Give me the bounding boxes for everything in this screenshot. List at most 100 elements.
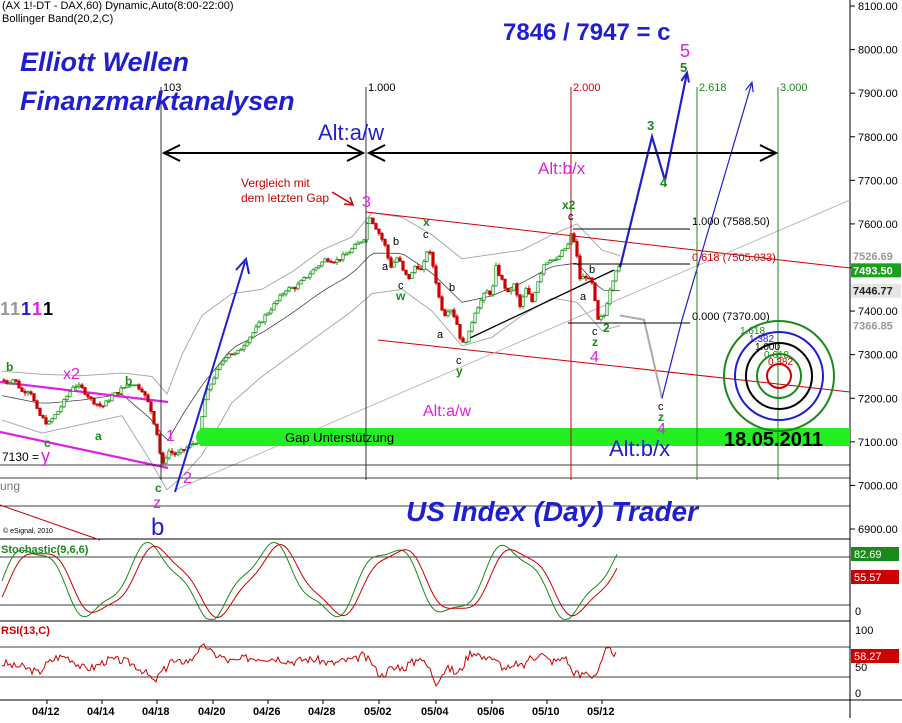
candle-body xyxy=(428,251,432,254)
candle-body xyxy=(164,457,168,464)
candle-body xyxy=(410,272,414,280)
candle-body xyxy=(230,353,234,356)
x-tick-label: 05/06 xyxy=(477,706,505,718)
candle-body xyxy=(614,270,618,282)
candle-body xyxy=(77,384,81,387)
channel-right-lower xyxy=(377,339,851,393)
price-tick-label: 7800.00 xyxy=(858,132,898,144)
candle-body xyxy=(83,387,87,395)
rsi-label: RSI(13,C) xyxy=(1,625,50,637)
candle-body xyxy=(149,401,153,412)
candle-body xyxy=(224,357,228,362)
candle-body xyxy=(602,315,606,317)
wave-label-c-right: c xyxy=(568,211,574,223)
wave-label-a-left: a xyxy=(95,429,102,443)
candle-body xyxy=(407,273,411,280)
candle-body xyxy=(56,411,60,415)
candle-body xyxy=(491,285,495,295)
candle-body xyxy=(257,321,261,328)
stochastic-d-line xyxy=(1,543,618,619)
x-tick-label: 04/28 xyxy=(308,706,336,718)
wave-label-3-magenta: 3 xyxy=(362,194,371,211)
wedge-lower-line xyxy=(469,269,615,339)
candle-body xyxy=(476,307,480,314)
stoch-k-value: 82.69 xyxy=(854,549,882,561)
wave-label-c-proj: c xyxy=(658,401,664,413)
candle-body xyxy=(437,282,441,298)
price-tick-label: 7200.00 xyxy=(858,393,898,405)
candle-body xyxy=(545,262,549,266)
candle-body xyxy=(461,337,465,343)
candle-body xyxy=(308,273,312,278)
candle-body xyxy=(326,258,330,262)
candle-body xyxy=(320,261,324,267)
candle-body xyxy=(608,289,612,305)
candle-body xyxy=(416,266,420,270)
left-cut-label: ung xyxy=(0,479,20,493)
candle-body xyxy=(191,443,195,446)
wave-label-w-mid1: w xyxy=(395,289,406,303)
fib-circle-label-0382: 0.382 xyxy=(768,357,793,368)
candle-body xyxy=(23,391,27,394)
candle-body xyxy=(383,238,387,246)
candle-body xyxy=(98,403,102,407)
candles-layer xyxy=(2,216,621,466)
candle-body xyxy=(242,345,246,350)
candle-body xyxy=(20,387,24,392)
wave-label-2-magenta: 2 xyxy=(183,470,192,487)
wave-label-1-magenta: 1 xyxy=(166,428,175,445)
candle-body xyxy=(518,294,522,307)
price-tick-label: 7400.00 xyxy=(858,306,898,318)
alt-bx-top: Alt:b/x xyxy=(538,159,586,178)
candle-body xyxy=(572,233,576,242)
fib-circle-1382 xyxy=(734,331,824,421)
price-marker-label: 7493.50 xyxy=(853,265,893,277)
fib-price-label-0618: 0.618 (7505.033) xyxy=(692,252,776,264)
wave-label-b-left1: b xyxy=(6,360,13,374)
wave-label-b-right: b xyxy=(589,264,595,276)
candle-body xyxy=(65,396,69,400)
candle-body xyxy=(281,293,285,296)
candle-body xyxy=(53,414,57,420)
wave-label-z-proj: z xyxy=(658,410,664,424)
candle-body xyxy=(275,300,279,304)
candle-body xyxy=(215,369,219,379)
candle-body xyxy=(401,260,405,271)
candle-body xyxy=(536,281,540,293)
wave-label-4-proj: 4 xyxy=(657,421,666,438)
price-tick-label: 7600.00 xyxy=(858,219,898,231)
candle-body xyxy=(218,363,222,370)
candle-body xyxy=(488,290,492,295)
candle-body xyxy=(515,283,519,296)
fib-time-label-2000: 2.000 xyxy=(573,82,601,94)
candle-body xyxy=(557,256,561,260)
stochastic-lines xyxy=(1,542,618,620)
wave-label-c-low: c xyxy=(155,481,162,495)
fib-circle-1000 xyxy=(745,342,813,410)
channel-right-upper xyxy=(365,211,851,269)
candle-body xyxy=(497,265,501,276)
candle-body xyxy=(50,418,54,422)
price-marker-label: 7366.85 xyxy=(853,321,893,333)
candle-body xyxy=(113,392,117,396)
candle-body xyxy=(212,377,216,385)
price-marker-label: 7446.77 xyxy=(853,286,893,298)
candle-body xyxy=(434,265,438,284)
stoch-label: Stochastic(9,6,6) xyxy=(1,544,89,556)
candle-body xyxy=(512,283,516,291)
rsi-value: 58.27 xyxy=(854,651,882,663)
candle-body xyxy=(152,410,156,425)
x-tick-label: 04/20 xyxy=(198,706,226,718)
wave-label-4-green: 4 xyxy=(660,175,668,190)
candle-body xyxy=(617,265,621,272)
candle-body xyxy=(206,389,210,401)
fib-circle-0382 xyxy=(766,363,792,389)
candle-body xyxy=(74,385,78,388)
bollinger-upper xyxy=(1,212,621,395)
candle-body xyxy=(89,396,93,399)
wave-label-c-right2: c xyxy=(592,326,598,338)
candle-body xyxy=(170,450,174,454)
candle-body xyxy=(338,259,342,261)
